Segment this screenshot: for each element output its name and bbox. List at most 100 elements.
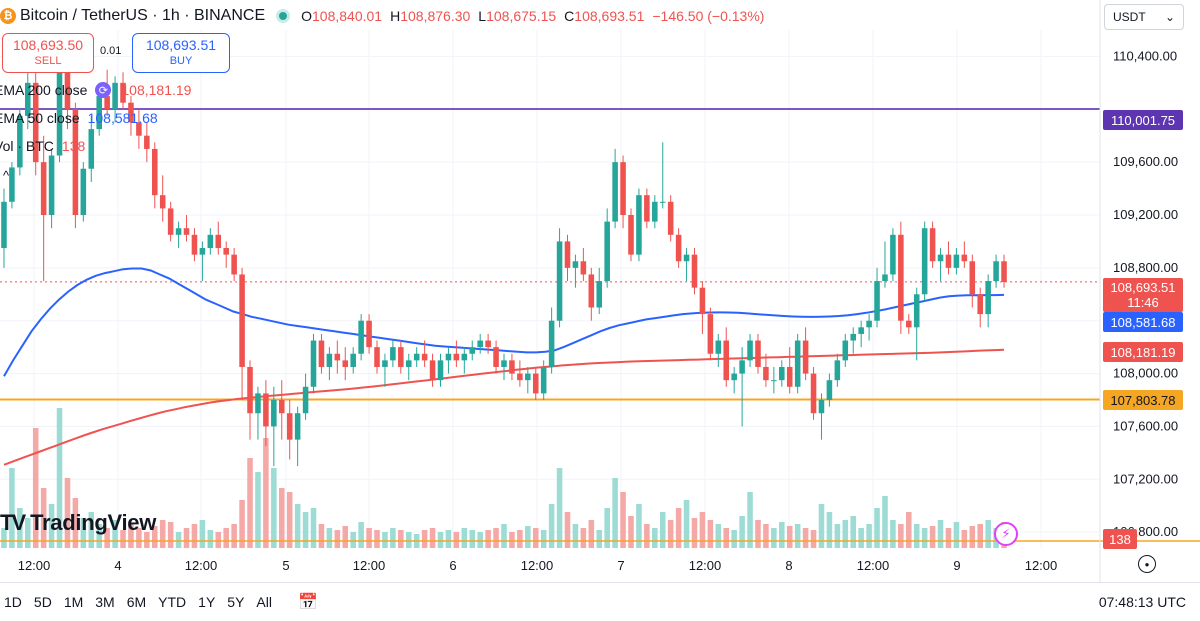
- volume-bar: [159, 520, 166, 548]
- x-tick-label: 12:00: [521, 558, 554, 573]
- candle-body: [850, 333, 857, 341]
- ema50-value: 108,581.68: [87, 110, 158, 126]
- candle-body: [96, 96, 102, 130]
- candle-body: [699, 287, 706, 315]
- candle-body: [675, 234, 682, 262]
- candle-body: [350, 353, 356, 367]
- x-tick-label: 12:00: [353, 558, 386, 573]
- volume-bar: [739, 516, 745, 548]
- candle-body: [64, 63, 71, 110]
- y-tick-label: 107,600.00: [1113, 418, 1178, 433]
- bar-countdown: 11:46: [1127, 295, 1159, 310]
- candle-body: [461, 353, 468, 361]
- candle-body: [913, 294, 920, 328]
- currency-select-value: USDT: [1113, 10, 1146, 24]
- range-button-5d[interactable]: 5D: [33, 594, 52, 610]
- volume-bar: [80, 518, 87, 548]
- ohlc-open: O108,840.01: [301, 8, 383, 24]
- x-tick-label: 12:00: [185, 558, 218, 573]
- candle-body: [1, 201, 7, 249]
- volume-bar: [104, 528, 110, 548]
- volume-bar: [445, 530, 452, 548]
- tradingview-logo: TV TradingView: [0, 510, 156, 536]
- price-change: −146.50 (−0.13%): [652, 8, 765, 24]
- sell-label: SELL: [34, 55, 62, 67]
- candle-body: [334, 353, 341, 361]
- volume-bar: [747, 492, 753, 548]
- volume-bar: [199, 520, 206, 548]
- range-button-ytd[interactable]: YTD: [158, 594, 187, 610]
- volume-price-tag: 138: [1103, 529, 1137, 549]
- volume-bar: [525, 526, 531, 548]
- candle-body: [945, 254, 952, 268]
- range-button-1y[interactable]: 1Y: [198, 594, 216, 610]
- candle-body: [40, 162, 47, 215]
- volume-bar: [802, 528, 809, 548]
- volume-bar: [469, 530, 476, 548]
- indicator-ema200[interactable]: EMA 200 close ⟳ 108,181.19: [0, 80, 191, 100]
- range-button-all[interactable]: All: [256, 594, 272, 610]
- candle-body: [318, 340, 325, 367]
- volume-bar: [937, 520, 944, 548]
- bottom-toolbar: 1D 5D 1M 3M 6M YTD 1Y 5Y All 📅 07:48:13 UTC: [0, 582, 1200, 621]
- volume-bar: [366, 528, 372, 548]
- volume-bar: [151, 526, 158, 548]
- candle-body: [866, 320, 872, 328]
- buy-label: BUY: [169, 55, 193, 67]
- candle-body: [731, 373, 737, 381]
- volume-bar: [985, 520, 991, 548]
- candle-body: [477, 340, 483, 348]
- x-tick-label: 12:00: [1025, 558, 1058, 573]
- symbol-title[interactable]: Bitcoin / TetherUS · 1h · BINANCE: [20, 7, 266, 24]
- volume-bar: [913, 524, 920, 548]
- sell-button[interactable]: 108,693.50 SELL: [2, 33, 94, 73]
- range-button-6m[interactable]: 6M: [126, 594, 147, 610]
- currency-select[interactable]: USDT ⌄: [1104, 4, 1184, 30]
- volume-bar: [382, 532, 388, 548]
- x-tick-label: 12:00: [18, 558, 51, 573]
- candle-body: [739, 360, 745, 374]
- range-buttons: 1D 5D 1M 3M 6M YTD 1Y 5Y All: [0, 594, 280, 610]
- volume-bar: [318, 524, 325, 548]
- volume-bar: [477, 532, 483, 548]
- volume-bar: [485, 530, 491, 548]
- candle-body: [398, 347, 404, 367]
- candle-body: [469, 347, 476, 354]
- y-tick-label: 107,200.00: [1113, 471, 1178, 486]
- candle-body: [326, 353, 333, 367]
- volume-bar: [56, 408, 63, 548]
- lightning-icon[interactable]: ⚡: [994, 522, 1018, 546]
- calendar-icon[interactable]: 📅: [297, 594, 318, 611]
- range-button-1m[interactable]: 1M: [63, 594, 84, 610]
- indicator-volume[interactable]: Vol · BTC 138: [0, 136, 85, 156]
- volume-bar: [771, 528, 777, 548]
- volume-bar: [175, 532, 182, 548]
- ema200-label: EMA 200 close: [0, 82, 88, 98]
- candle-body: [56, 63, 63, 156]
- indicator-ema50[interactable]: EMA 50 close 108,581.68: [0, 108, 158, 128]
- collapse-legend-icon[interactable]: ^: [3, 168, 10, 183]
- candle-body: [556, 241, 563, 321]
- volume-bar: [612, 478, 618, 548]
- volume-bar: [659, 512, 666, 548]
- y-tick-label: 110,400.00: [1113, 48, 1177, 63]
- candle-body: [278, 400, 285, 414]
- volume-bar: [636, 504, 642, 548]
- candle-body: [572, 261, 579, 268]
- range-button-1d[interactable]: 1D: [4, 594, 22, 610]
- volume-bar: [223, 528, 229, 548]
- candle-body: [366, 320, 372, 348]
- volume-bar: [96, 524, 102, 548]
- buy-button[interactable]: 108,693.51 BUY: [132, 33, 230, 73]
- candle-body: [175, 228, 182, 235]
- candle-body: [929, 228, 936, 262]
- range-button-5y[interactable]: 5Y: [227, 594, 245, 610]
- range-button-3m[interactable]: 3M: [95, 594, 115, 610]
- candle-body: [191, 234, 198, 255]
- utc-clock[interactable]: 07:48:13 UTC: [1098, 594, 1186, 610]
- volume-bar: [652, 528, 658, 548]
- x-tick-label: 4: [114, 558, 121, 573]
- volume-bar: [969, 526, 976, 548]
- gear-icon[interactable]: ●: [1138, 555, 1156, 573]
